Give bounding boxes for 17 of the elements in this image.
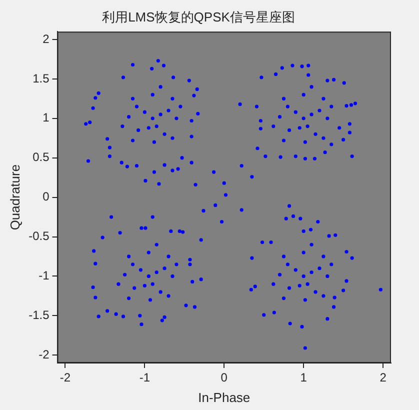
y-tick-label: -1 [38,268,50,283]
x-tick-label: 2 [380,370,387,385]
x-tick-label: 1 [300,370,308,385]
y-tick-label: -1.5 [28,308,50,322]
x-tick-label: -1 [139,370,150,385]
y-tick-label: -0.5 [28,229,50,244]
x-tick-label: 0 [220,370,228,385]
x-axis-title: In-Phase [198,390,250,405]
y-tick-label: 1 [42,110,50,125]
chart-title: 利用LMS恢复的QPSK信号星座图 [102,9,295,24]
y-tick-label: 0.5 [32,150,50,164]
x-tick-label: -2 [60,370,71,385]
y-tick-label: 1.5 [32,71,50,86]
y-tick-label: 0 [42,190,50,204]
y-tick-label: 2 [42,32,50,46]
y-axis-title: Quadrature [7,164,22,230]
y-tick-label: -2 [38,347,50,362]
